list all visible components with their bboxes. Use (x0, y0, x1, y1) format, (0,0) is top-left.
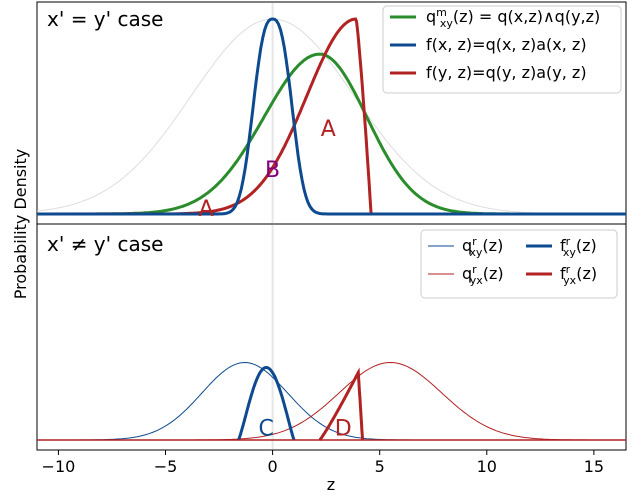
region-label-d: D (335, 417, 352, 442)
x-tick-label: −10 (42, 457, 76, 476)
series-f-y (36, 17, 626, 216)
series-f-x (37, 17, 626, 216)
legend-entry: qr xy(z) (462, 235, 503, 259)
series-fr-xy (236, 366, 296, 441)
y-axis-label: Probability Density (11, 149, 30, 300)
bottom-legend: qr xy(z) fr xy(z) qr yx(z) fr yx(z) (420, 229, 618, 299)
legend-entry: f(x, z)=q(x, z)a(x, z) (426, 35, 587, 54)
x-axis-label: z (327, 475, 335, 494)
top-legend: qm xy(z) = q(x,z)∧q(y,z) f(x, z)=q(x, z)a(… (382, 5, 622, 94)
x-tick-label: 5 (375, 457, 385, 476)
x-tick-label: 10 (477, 457, 497, 476)
x-tick-label: 15 (584, 457, 604, 476)
legend-entry: qr yx(z) (462, 263, 504, 287)
x-axis-ticks: −10 −5 0 5 10 15 (42, 450, 604, 476)
bottom-plot-area (37, 225, 626, 449)
x-tick-label: 0 (268, 457, 278, 476)
legend-entry: f(y, z)=q(y, z)a(y, z) (426, 63, 587, 82)
legend-entry: qm xy(z) = q(x,z)∧q(y,z) (426, 6, 600, 30)
legend-entry: fr yx(z) (560, 263, 597, 287)
series-qr-yx (37, 361, 626, 441)
series-fr-yx (318, 367, 365, 442)
legend-entry: fr xy(z) (560, 235, 597, 259)
top-plot-area (36, 3, 626, 223)
bottom-panel-frame (36, 223, 627, 451)
series-qr-xy (37, 361, 626, 441)
top-case-label: x' = y' case (47, 7, 163, 31)
bottom-case-label: x' ≠ y' case (47, 232, 163, 256)
region-label-c: C (258, 417, 273, 442)
region-label-a: A (199, 197, 214, 222)
region-labels: A B A C D (199, 117, 352, 441)
x-tick-label: −5 (154, 457, 178, 476)
region-label-b: B (265, 158, 280, 183)
region-label-a: A (321, 117, 336, 142)
